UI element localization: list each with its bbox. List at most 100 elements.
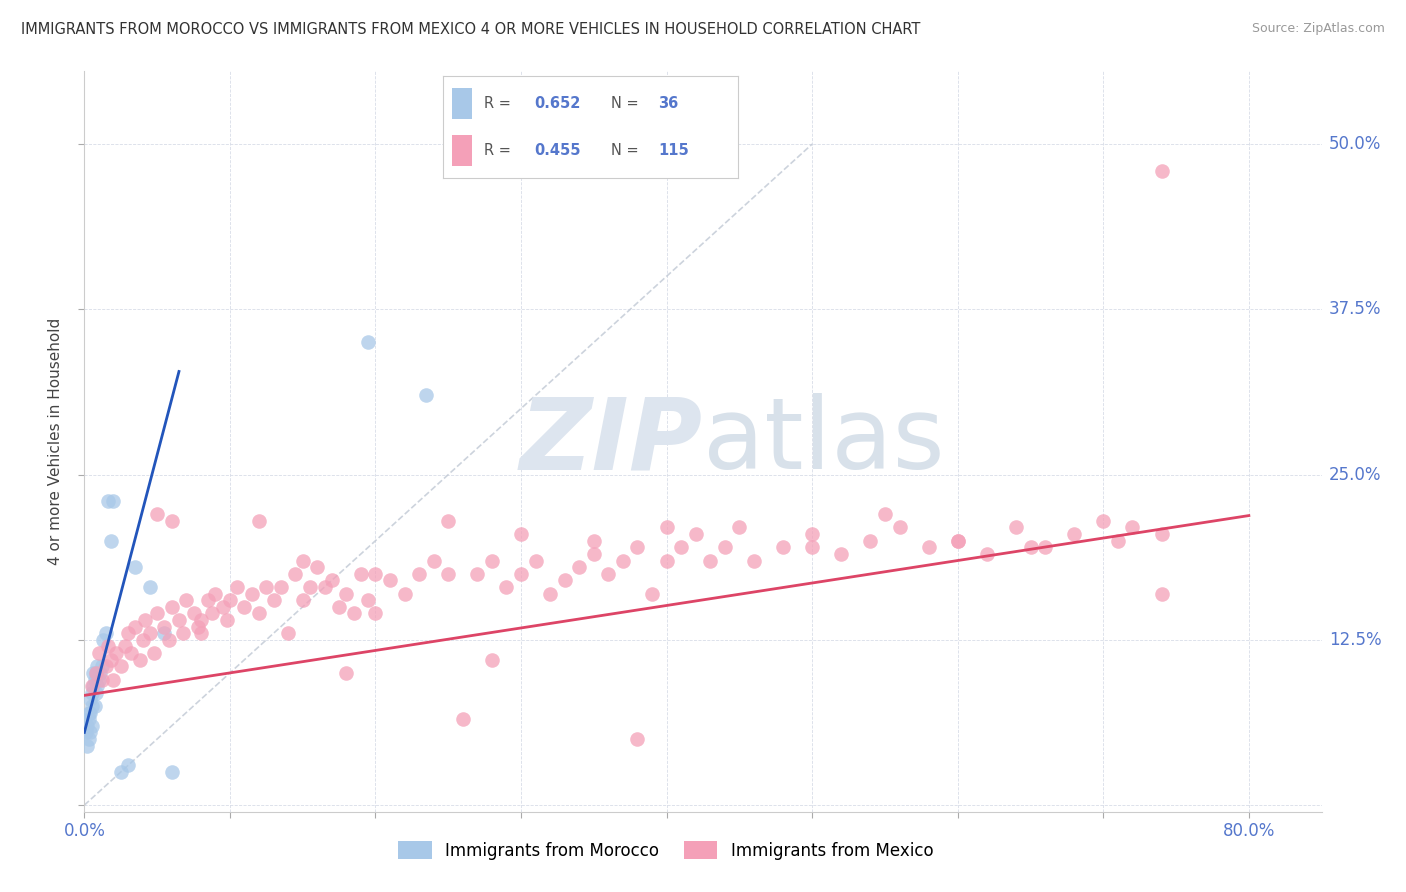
Y-axis label: 4 or more Vehicles in Household: 4 or more Vehicles in Household — [48, 318, 63, 566]
Point — [415, 388, 437, 402]
Text: R =: R = — [484, 96, 516, 111]
Point — [139, 580, 162, 594]
Point — [160, 599, 183, 614]
Point — [946, 533, 969, 548]
Point — [139, 626, 162, 640]
Point — [84, 686, 107, 700]
Point — [538, 586, 561, 600]
Point — [976, 547, 998, 561]
Point — [350, 566, 373, 581]
Point — [86, 679, 108, 693]
Point — [172, 626, 194, 640]
Point — [510, 566, 533, 581]
Point — [291, 553, 314, 567]
Point — [84, 665, 107, 680]
Point — [626, 731, 648, 746]
Point — [79, 692, 101, 706]
Text: 12.5%: 12.5% — [1329, 631, 1381, 648]
Point — [946, 533, 969, 548]
Point — [103, 673, 125, 687]
Point — [89, 665, 111, 680]
Point — [437, 514, 460, 528]
Point — [335, 665, 357, 680]
Point — [124, 619, 146, 633]
Point — [1063, 527, 1085, 541]
Point — [873, 508, 896, 522]
Point — [117, 758, 139, 772]
Point — [157, 632, 180, 647]
Point — [1107, 533, 1129, 548]
Point — [134, 613, 156, 627]
Point — [75, 725, 97, 739]
Point — [728, 520, 751, 534]
Point — [96, 626, 118, 640]
Point — [82, 665, 104, 680]
Point — [247, 514, 270, 528]
Text: 0.455: 0.455 — [534, 144, 581, 158]
Point — [554, 574, 576, 588]
Point — [277, 626, 299, 640]
Point — [1121, 520, 1143, 534]
Point — [160, 765, 183, 780]
Point — [889, 520, 911, 534]
Point — [128, 653, 150, 667]
Point — [120, 646, 142, 660]
Point — [357, 593, 380, 607]
Point — [357, 335, 380, 350]
Point — [77, 731, 100, 746]
Point — [117, 626, 139, 640]
Point — [86, 659, 108, 673]
Point — [321, 574, 343, 588]
Point — [219, 593, 242, 607]
Point — [669, 541, 692, 555]
Legend: Immigrants from Morocco, Immigrants from Mexico: Immigrants from Morocco, Immigrants from… — [392, 835, 941, 866]
Text: 115: 115 — [658, 144, 689, 158]
Point — [153, 619, 176, 633]
Point — [77, 712, 100, 726]
Text: R =: R = — [484, 144, 516, 158]
Text: IMMIGRANTS FROM MOROCCO VS IMMIGRANTS FROM MEXICO 4 OR MORE VEHICLES IN HOUSEHOL: IMMIGRANTS FROM MOROCCO VS IMMIGRANTS FR… — [21, 22, 921, 37]
Point — [714, 541, 737, 555]
Point — [204, 586, 226, 600]
Point — [211, 599, 233, 614]
Point — [742, 553, 765, 567]
Point — [467, 566, 489, 581]
Point — [90, 673, 112, 687]
Point — [90, 659, 112, 673]
Point — [422, 553, 444, 567]
Point — [183, 607, 205, 621]
Point — [830, 547, 852, 561]
Point — [83, 673, 105, 687]
Point — [100, 653, 122, 667]
Point — [110, 765, 132, 780]
Point — [1005, 520, 1028, 534]
Point — [343, 607, 366, 621]
Point — [167, 613, 190, 627]
Text: 50.0%: 50.0% — [1329, 135, 1381, 153]
Bar — [451, 88, 472, 119]
Point — [87, 646, 110, 660]
Point — [328, 599, 350, 614]
Point — [917, 541, 939, 555]
Point — [626, 541, 648, 555]
Text: ZIP: ZIP — [520, 393, 703, 490]
Point — [451, 712, 474, 726]
Point — [394, 586, 416, 600]
Point — [859, 533, 882, 548]
Point — [105, 646, 128, 660]
Point — [801, 527, 824, 541]
Point — [240, 586, 263, 600]
Point — [598, 566, 620, 581]
Point — [801, 541, 824, 555]
Text: 25.0%: 25.0% — [1329, 466, 1381, 483]
Point — [1150, 163, 1173, 178]
Point — [76, 739, 98, 753]
Point — [146, 508, 169, 522]
Point — [197, 593, 219, 607]
Point — [190, 613, 212, 627]
Point — [568, 560, 591, 574]
Point — [80, 698, 103, 713]
Point — [510, 527, 533, 541]
Text: Source: ZipAtlas.com: Source: ZipAtlas.com — [1251, 22, 1385, 36]
Point — [1019, 541, 1042, 555]
